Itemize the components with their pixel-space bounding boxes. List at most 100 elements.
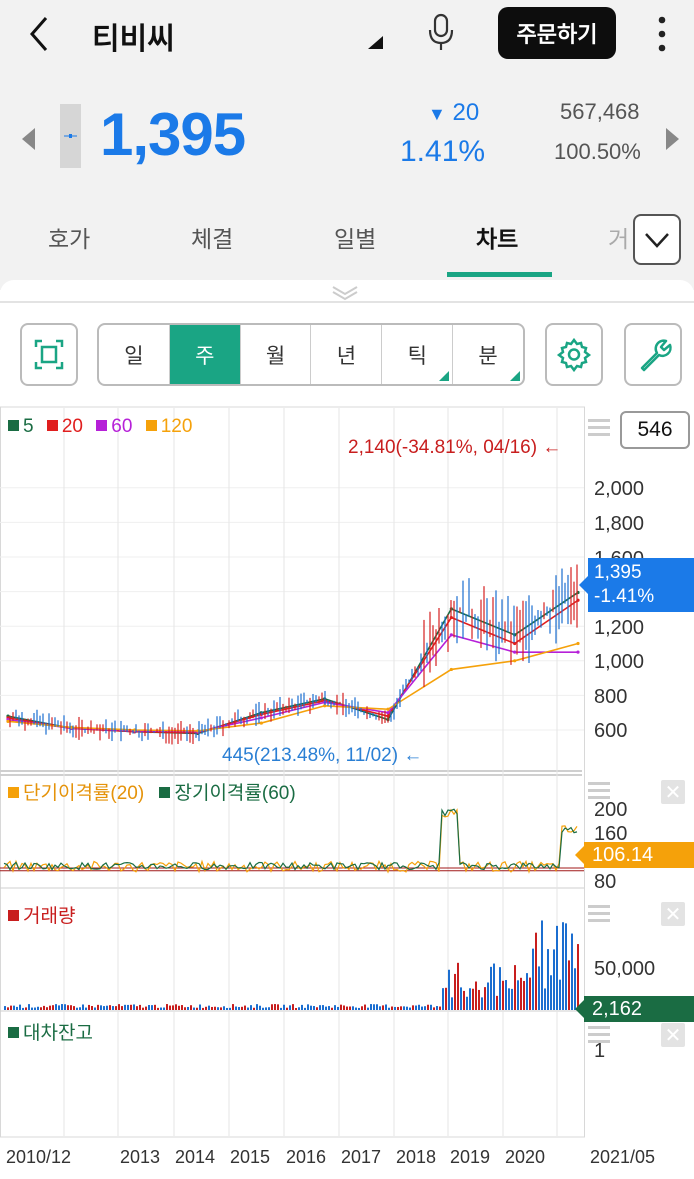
- volume-bar: [145, 1006, 147, 1010]
- volume-bar: [316, 1007, 318, 1010]
- volume-bar: [520, 977, 522, 1010]
- menu-icon[interactable]: [588, 419, 610, 439]
- volume-bar: [394, 1006, 396, 1010]
- close-icon[interactable]: ✕: [661, 780, 685, 804]
- volume-bar: [355, 1007, 357, 1010]
- candle-count-input[interactable]: 546: [620, 411, 690, 449]
- volume-bar: [16, 1006, 18, 1010]
- legend-volume: 거래량: [23, 906, 76, 927]
- period-year[interactable]: 년: [311, 325, 383, 384]
- order-button[interactable]: 주문하기: [498, 7, 616, 59]
- volume-bar: [124, 1004, 126, 1010]
- mic-icon[interactable]: [426, 12, 456, 52]
- current-price-tag-value: 1,395: [594, 562, 642, 583]
- volume-bar: [253, 1007, 255, 1010]
- volume-bar: [469, 988, 471, 1010]
- volume-bar: [19, 1004, 21, 1010]
- page-title[interactable]: 티비씨: [92, 23, 175, 56]
- x-axis-label: 2010/12: [6, 1147, 72, 1167]
- period-week[interactable]: 주: [169, 325, 241, 384]
- volume-bar: [133, 1004, 135, 1010]
- disparity-value-tag: 106.14: [575, 842, 694, 868]
- series-point-60: [259, 716, 263, 720]
- prev-stock-icon[interactable]: [22, 128, 35, 150]
- volume-bar: [550, 975, 552, 1010]
- volume-bar: [388, 1007, 390, 1010]
- settings-button[interactable]: [545, 323, 603, 386]
- volume-bar: [205, 1006, 207, 1010]
- submenu-corner-icon: [509, 371, 520, 381]
- tab-trades[interactable]: 체결: [191, 226, 234, 252]
- volume-bar: [349, 1006, 351, 1010]
- menu-icon[interactable]: [588, 1026, 610, 1046]
- volume-bar: [379, 1006, 381, 1010]
- volume-bar: [298, 1007, 300, 1010]
- volume-bar: [46, 1007, 48, 1010]
- volume-bar: [265, 1007, 267, 1010]
- menu-icon[interactable]: [588, 905, 610, 925]
- volume-bar: [7, 1007, 9, 1010]
- volume-bar: [43, 1005, 45, 1010]
- series-point-120: [6, 719, 10, 723]
- expand-tabs-button[interactable]: [633, 214, 681, 265]
- volume-bar: [352, 1006, 354, 1010]
- volume-bar: [361, 1006, 363, 1010]
- volume-bar: [556, 925, 558, 1010]
- volume-bar: [28, 1004, 30, 1010]
- tab-chart[interactable]: 차트: [476, 226, 519, 252]
- chevron-left-icon[interactable]: [26, 14, 52, 54]
- trade-volume: 567,468: [560, 99, 640, 124]
- collapse-chevron-icon[interactable]: [330, 283, 360, 301]
- period-month[interactable]: 월: [241, 325, 312, 384]
- x-axis-label: 2020: [505, 1147, 546, 1167]
- volume-bar: [25, 1007, 27, 1010]
- axis-label: 1,000: [594, 651, 645, 673]
- period-day[interactable]: 일: [99, 325, 170, 384]
- volume-bar: [193, 1007, 195, 1010]
- volume-bar: [523, 980, 525, 1010]
- current-price-tag: 1,395 -1.41%: [579, 558, 694, 612]
- x-axis-label: 2018: [396, 1147, 437, 1167]
- volume-bar: [4, 1006, 6, 1010]
- tools-button[interactable]: [624, 323, 682, 386]
- tab-more[interactable]: 거: [608, 226, 630, 252]
- high-annotation: 2,140(-34.81%, 04/16) ←: [348, 437, 561, 459]
- tab-daily[interactable]: 일별: [334, 226, 377, 252]
- volume-bar: [322, 1005, 324, 1010]
- axis-label: 80: [594, 871, 617, 893]
- close-icon[interactable]: ✕: [661, 902, 685, 926]
- volume-bar: [130, 1004, 132, 1010]
- volume-bar: [490, 966, 492, 1010]
- volume-bar: [400, 1006, 402, 1010]
- menu-icon[interactable]: [588, 782, 610, 802]
- volume-bar: [220, 1007, 222, 1010]
- volume-bar: [112, 1006, 114, 1010]
- period-tick[interactable]: 틱: [382, 325, 454, 384]
- volume-bar: [334, 1005, 336, 1010]
- volume-bar: [274, 1004, 276, 1010]
- volume-legend: 거래량: [8, 901, 75, 928]
- volume-bar: [271, 1004, 273, 1010]
- tab-hoga[interactable]: 호가: [48, 226, 91, 252]
- triangle-icon[interactable]: [368, 36, 383, 49]
- series-point-120: [576, 641, 580, 646]
- stock-chart[interactable]: [0, 406, 694, 1146]
- volume-bar: [181, 1005, 183, 1010]
- volume-bar: [187, 1006, 189, 1010]
- volume-value-tag: 2,162: [575, 996, 694, 1022]
- volume-bar: [484, 987, 486, 1010]
- volume-bar: [415, 1005, 417, 1010]
- low-annotation: 445(213.48%, 11/02) ←: [222, 745, 422, 767]
- volume-bar: [283, 1004, 285, 1010]
- volume-bar: [295, 1007, 297, 1010]
- period-month-label: 월: [265, 344, 286, 368]
- volume-bar: [331, 1007, 333, 1010]
- volume-bar: [421, 1006, 423, 1010]
- more-vert-icon[interactable]: [652, 14, 672, 54]
- legend-swatch-ma5: [8, 420, 19, 431]
- fullscreen-button[interactable]: [20, 323, 78, 386]
- next-stock-icon[interactable]: [666, 128, 679, 150]
- volume-bar: [409, 1007, 411, 1010]
- period-minute[interactable]: 분: [453, 325, 523, 384]
- close-icon[interactable]: ✕: [661, 1023, 685, 1047]
